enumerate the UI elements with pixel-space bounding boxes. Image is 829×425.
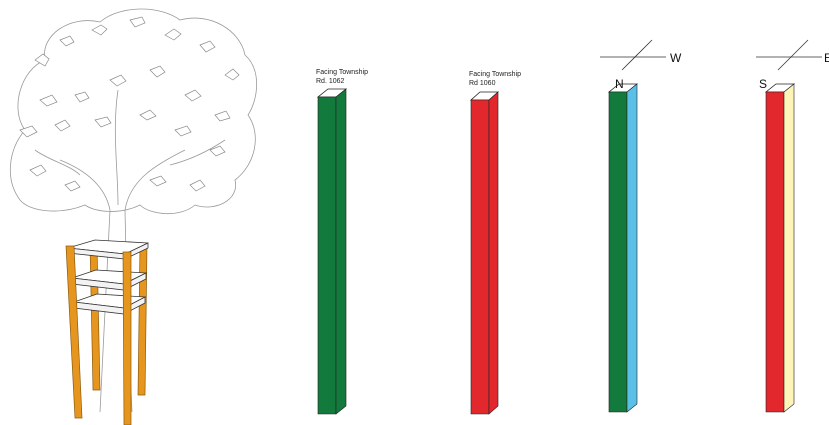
guard-post-front-left bbox=[65, 245, 83, 419]
leaf-cluster bbox=[174, 125, 192, 137]
leaf-cluster bbox=[184, 89, 202, 102]
leaf-cluster bbox=[19, 125, 38, 138]
compass-line-diagonal bbox=[621, 39, 653, 71]
leaf-cluster bbox=[91, 24, 108, 36]
post-2-front-face bbox=[470, 99, 490, 415]
leaf-cluster bbox=[59, 35, 75, 47]
leaf-cluster bbox=[139, 109, 157, 121]
leaf-cluster bbox=[94, 116, 112, 128]
post-1-side-face bbox=[335, 88, 347, 415]
post-2-caption-line2: Rd 1060 bbox=[469, 80, 496, 87]
leaf-cluster bbox=[54, 119, 71, 132]
leaf-cluster bbox=[34, 53, 50, 67]
post-3-front-face bbox=[608, 91, 628, 413]
leaf-cluster bbox=[74, 91, 90, 103]
leaf-cluster bbox=[149, 65, 166, 78]
leaf-cluster bbox=[149, 175, 167, 187]
leaf-cluster bbox=[199, 40, 216, 53]
tree-leaf-clusters bbox=[19, 16, 240, 192]
tree-canopy-outline bbox=[9, 8, 257, 215]
leaf-cluster bbox=[64, 180, 81, 192]
leaf-cluster bbox=[39, 94, 58, 107]
tree-branch bbox=[169, 139, 226, 166]
leaf-cluster bbox=[189, 179, 206, 192]
post-4-group bbox=[756, 39, 822, 413]
leaf-cluster bbox=[214, 110, 231, 122]
compass-line-diagonal bbox=[777, 39, 809, 71]
post-2-group bbox=[469, 91, 500, 415]
post-2-caption-line1: Facing Township bbox=[469, 71, 522, 78]
compass-label-south: S bbox=[759, 77, 768, 91]
post-1-front-face bbox=[317, 96, 337, 415]
tree-illustration bbox=[9, 8, 257, 413]
compass-label-west: W bbox=[670, 51, 682, 65]
post-4-front-face bbox=[765, 91, 785, 413]
leaf-cluster bbox=[29, 164, 47, 177]
tree-branch bbox=[34, 149, 81, 176]
compass-label-east: E bbox=[824, 51, 829, 65]
post-3-side-face bbox=[626, 83, 638, 413]
tree-branch bbox=[124, 149, 186, 211]
tree-branch bbox=[59, 159, 111, 211]
post-4-side-face bbox=[783, 83, 795, 413]
leaf-cluster bbox=[164, 28, 182, 41]
leaf-cluster bbox=[129, 16, 146, 28]
tree-guard-frame bbox=[65, 239, 149, 425]
post-1-caption-line2: Rd. 1062 bbox=[316, 78, 345, 85]
leaf-cluster bbox=[209, 145, 226, 157]
tree-branch bbox=[114, 89, 119, 206]
post-2-side-face bbox=[488, 91, 499, 415]
compass-label-north: N bbox=[615, 77, 624, 91]
guard-post-front-right bbox=[122, 251, 132, 425]
post-1-group bbox=[316, 88, 348, 415]
leaf-cluster bbox=[224, 68, 240, 81]
post-1-caption-line1: Facing Township bbox=[316, 69, 369, 76]
guard-post-back-right bbox=[137, 244, 148, 396]
guard-post-back-left bbox=[89, 244, 101, 391]
post-3-group bbox=[600, 39, 666, 413]
leaf-cluster bbox=[109, 74, 127, 87]
